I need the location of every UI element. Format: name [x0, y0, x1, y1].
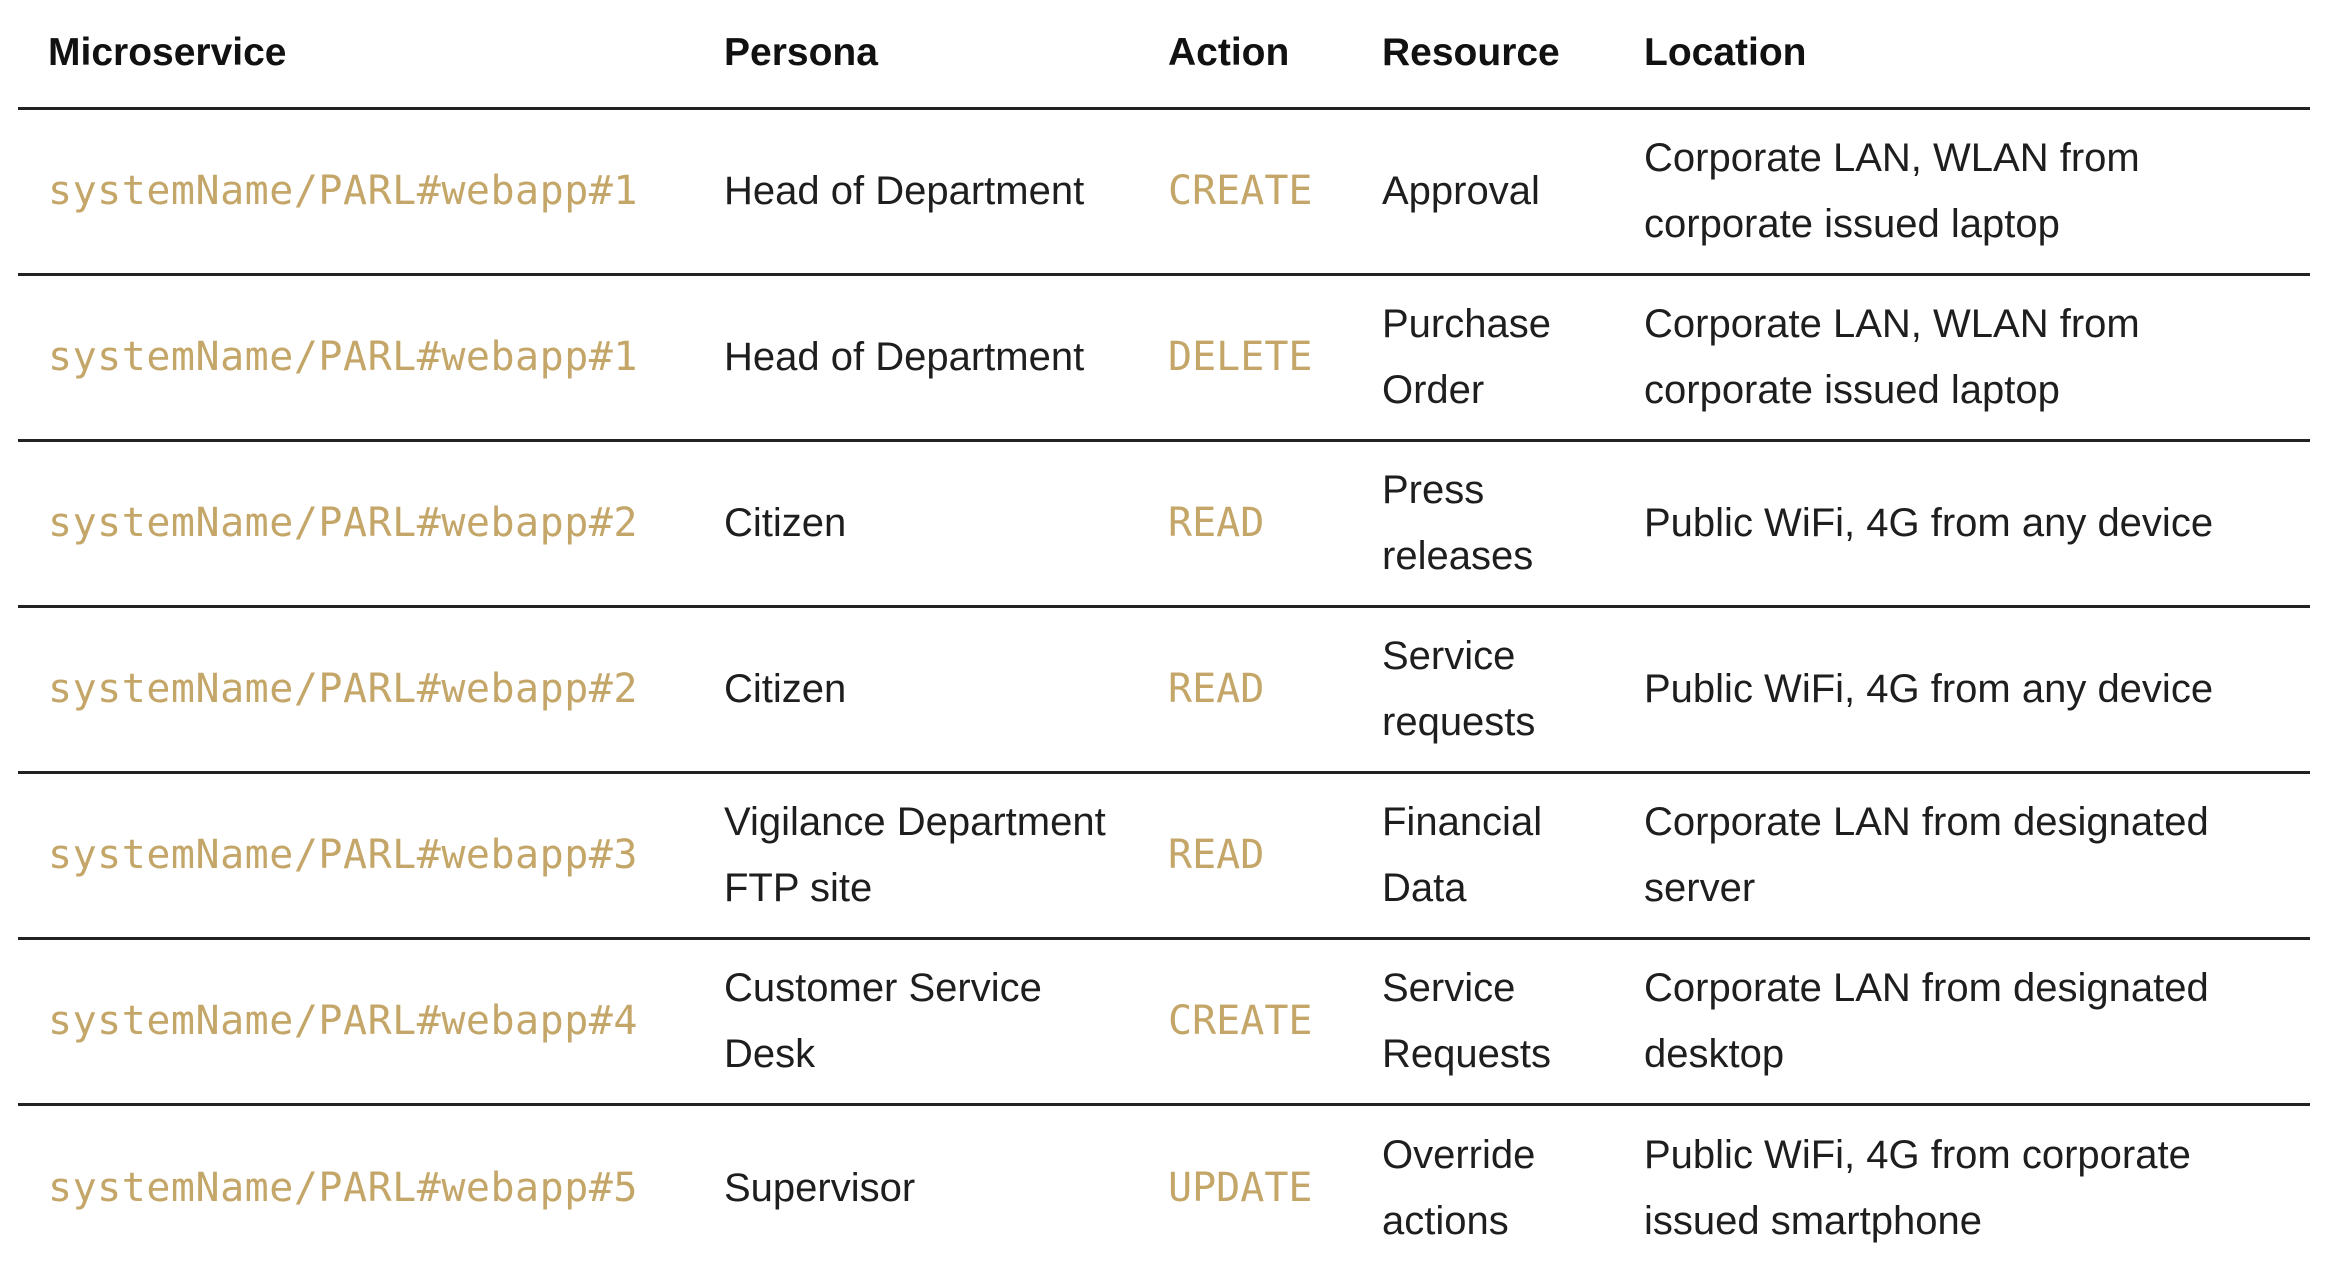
table-row: systemName/PARL#webapp#1 Head of Departm…	[18, 274, 2310, 442]
cell-persona: Head of Department	[690, 108, 1134, 276]
cell-resource: Approval	[1348, 108, 1610, 276]
cell-resource: Press releases	[1348, 440, 1610, 608]
table-row: systemName/PARL#webapp#3 Vigilance Depar…	[18, 772, 2310, 940]
table-row: systemName/PARL#webapp#1 Head of Departm…	[18, 108, 2310, 276]
cell-microservice: systemName/PARL#webapp#1	[18, 108, 690, 276]
table-body: systemName/PARL#webapp#1 Head of Departm…	[18, 108, 2310, 1270]
cell-persona: Customer Service Desk	[690, 938, 1134, 1106]
cell-action: READ	[1134, 440, 1348, 608]
cell-location: Public WiFi, 4G from corporate issued sm…	[1644, 1132, 2191, 1243]
cell-action: CREATE	[1134, 108, 1348, 276]
cell-action: READ	[1134, 606, 1348, 774]
table-row: systemName/PARL#webapp#5 Supervisor UPDA…	[18, 1104, 2310, 1270]
header-row: Microservice Persona Action Resource Loc…	[18, 0, 2310, 110]
cell-resource: Override actions	[1382, 1132, 1536, 1243]
cell-resource: Financial Data	[1348, 772, 1610, 940]
cell-microservice: systemName/PARL#webapp#2	[18, 440, 690, 608]
cell-location: Corporate LAN from designated server	[1610, 772, 2310, 940]
header-microservice: Microservice	[18, 0, 690, 110]
cell-persona: Citizen	[690, 606, 1134, 774]
cell-action: DELETE	[1134, 274, 1348, 442]
cell-persona: Vigilance Department FTP site	[690, 772, 1134, 940]
cell-action: UPDATE	[1168, 1164, 1313, 1211]
cell-microservice: systemName/PARL#webapp#3	[18, 772, 690, 940]
cell-location: Corporate LAN from designated desktop	[1610, 938, 2310, 1106]
table-row: systemName/PARL#webapp#2 Citizen READ Pr…	[18, 440, 2310, 608]
cell-microservice: systemName/PARL#webapp#1	[18, 274, 690, 442]
cell-microservice: systemName/PARL#webapp#2	[18, 606, 690, 774]
cell-action: CREATE	[1134, 938, 1348, 1106]
table-header: Microservice Persona Action Resource Loc…	[18, 0, 2310, 110]
cell-action: READ	[1134, 772, 1348, 940]
cell-microservice: systemName/PARL#webapp#4	[18, 938, 690, 1106]
cell-microservice: systemName/PARL#webapp#5	[48, 1164, 638, 1211]
table-row: systemName/PARL#webapp#2 Citizen READ Se…	[18, 606, 2310, 774]
cell-resource: Service requests	[1348, 606, 1610, 774]
cell-location: Corporate LAN, WLAN from corporate issue…	[1610, 274, 2310, 442]
cell-resource: Service Requests	[1348, 938, 1610, 1106]
cell-persona: Citizen	[690, 440, 1134, 608]
cell-location: Public WiFi, 4G from any device	[1610, 606, 2310, 774]
access-policy-table-container: Microservice Persona Action Resource Loc…	[18, 0, 2310, 1270]
cell-resource: Purchase Order	[1348, 274, 1610, 442]
cell-location: Public WiFi, 4G from any device	[1610, 440, 2310, 608]
header-action: Action	[1134, 0, 1348, 110]
cell-persona: Supervisor	[724, 1165, 916, 1210]
header-location: Location	[1610, 0, 2310, 110]
header-resource: Resource	[1348, 0, 1610, 110]
cell-persona: Head of Department	[690, 274, 1134, 442]
table-row: systemName/PARL#webapp#4 Customer Servic…	[18, 938, 2310, 1106]
header-persona: Persona	[690, 0, 1134, 110]
cell-location: Corporate LAN, WLAN from corporate issue…	[1610, 108, 2310, 276]
access-policy-table: Microservice Persona Action Resource Loc…	[18, 0, 2310, 1270]
